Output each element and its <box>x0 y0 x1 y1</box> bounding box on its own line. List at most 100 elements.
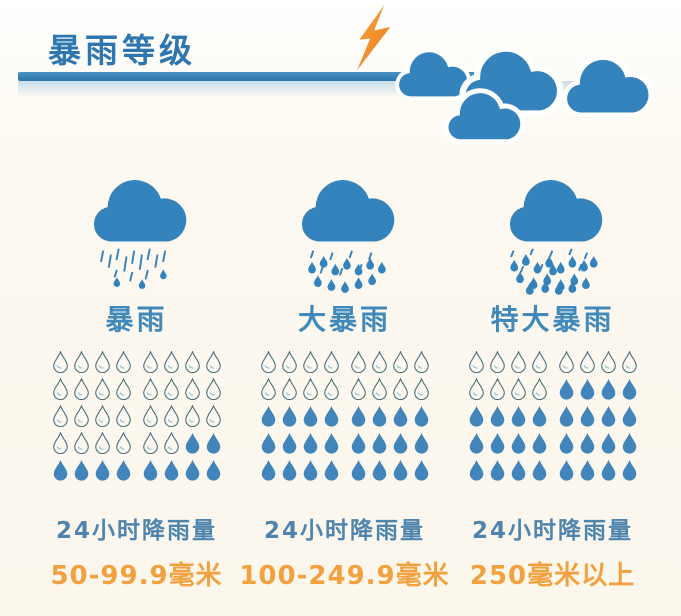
raindrop-icon-empty <box>531 351 548 373</box>
raindrop-icon-empty <box>52 405 69 427</box>
raindrop-icon-empty <box>281 378 298 400</box>
raindrop-icon-filled <box>392 432 409 454</box>
raindrop-icon-empty <box>468 378 485 400</box>
raindrop-icon-empty <box>52 432 69 454</box>
raindrop-icon-empty <box>142 351 159 373</box>
raindrop-icon-empty <box>302 378 319 400</box>
raindrop-icon-empty <box>413 378 430 400</box>
raindrop-icon-filled <box>115 459 132 481</box>
raindrop-icon-filled <box>350 432 367 454</box>
raindrop-icon-empty <box>392 351 409 373</box>
raindrop-icon-filled <box>350 405 367 427</box>
raindrop-icon-filled <box>260 459 277 481</box>
raindrop-icon-empty <box>184 378 201 400</box>
raindrop-icon-empty <box>323 378 340 400</box>
raindrop-icon-empty <box>184 351 201 373</box>
raindrop-icon-empty <box>260 351 277 373</box>
storm-cloud-rain-icon <box>301 180 394 293</box>
raindrop-icon-empty <box>510 378 527 400</box>
raindrop-icon-filled <box>413 459 430 481</box>
raindrop-icon-filled <box>558 405 575 427</box>
raindrop-icon-filled <box>621 432 638 454</box>
raindrop-icon-empty <box>260 378 277 400</box>
raindrop-icon-empty <box>163 378 180 400</box>
raindrop-icon-empty <box>142 405 159 427</box>
raindrop-icon-filled <box>579 405 596 427</box>
raindrop-icon-empty <box>115 351 132 373</box>
raindrop-icon-filled <box>205 432 222 454</box>
raindrop-icon-empty <box>184 405 201 427</box>
raindrop-icon-filled <box>413 432 430 454</box>
rainfall-value: 250毫米以上 <box>469 561 636 591</box>
raindrop-row <box>52 378 222 400</box>
raindrop-icon-filled <box>281 405 298 427</box>
level-label: 特大暴雨 <box>490 303 615 336</box>
raindrop-row <box>468 405 638 427</box>
raindrop-icon-filled <box>531 432 548 454</box>
raindrop-icon-filled <box>302 405 319 427</box>
raindrop-icon-filled <box>531 405 548 427</box>
raindrop-icon-filled <box>531 459 548 481</box>
rainfall-value: 50-99.9毫米 <box>50 561 223 591</box>
raindrop-icon-filled <box>184 432 201 454</box>
raindrop-icon-filled <box>323 405 340 427</box>
raindrop-row <box>468 351 638 373</box>
raindrop-icon-filled <box>371 459 388 481</box>
raindrop-icon-empty <box>350 378 367 400</box>
raindrop-icon-filled <box>323 459 340 481</box>
raindrop-icon-empty <box>73 378 90 400</box>
raindrop-icon-filled <box>94 459 111 481</box>
raindrop-icon-empty <box>392 378 409 400</box>
raindrop-icon-filled <box>302 432 319 454</box>
raindrop-icon-empty <box>371 351 388 373</box>
levels-row: 暴雨 24小时降雨量 50-99.9毫米 大暴雨 24小时降雨量 100-249… <box>0 170 681 592</box>
raindrop-row <box>260 432 430 454</box>
raindrop-icon-empty <box>94 378 111 400</box>
raindrop-icon-empty <box>510 351 527 373</box>
raindrop-icon-filled <box>489 432 506 454</box>
raindrop-icon-filled <box>558 432 575 454</box>
raindrop-icon-filled <box>350 459 367 481</box>
header: 暴雨等级 <box>0 0 681 150</box>
raindrop-row <box>52 432 222 454</box>
raindrop-icon-empty <box>600 351 617 373</box>
raindrop-icon-empty <box>350 351 367 373</box>
level-label: 大暴雨 <box>297 303 391 336</box>
raindrop-icon-filled <box>371 432 388 454</box>
raindrop-icon-filled <box>163 459 180 481</box>
raindrop-icon-empty <box>281 351 298 373</box>
cloud-icon <box>397 50 469 98</box>
raindrop-icon-filled <box>52 459 69 481</box>
raindrop-icon-empty <box>205 351 222 373</box>
raindrop-icon-filled <box>558 459 575 481</box>
raindrop-icon-empty <box>489 351 506 373</box>
rainfall-caption: 24小时降雨量 <box>263 518 425 544</box>
cloud-icon <box>565 58 651 115</box>
raindrop-row <box>260 378 430 400</box>
storm-cloud-rain-icon <box>509 180 602 295</box>
raindrop-row <box>52 351 222 373</box>
page-title: 暴雨等级 <box>48 31 196 70</box>
raindrop-icon-filled <box>371 405 388 427</box>
raindrop-icon-empty <box>413 351 430 373</box>
raindrop-icon-filled <box>558 378 575 400</box>
raindrop-icon-filled <box>510 432 527 454</box>
header-clouds-decoration <box>378 38 678 150</box>
raindrop-icon-filled <box>600 405 617 427</box>
raindrop-icon-filled <box>281 432 298 454</box>
raindrop-icon-empty <box>73 432 90 454</box>
raindrop-icon-empty <box>531 378 548 400</box>
rainfall-caption: 24小时降雨量 <box>471 518 633 544</box>
raindrop-icon-empty <box>163 405 180 427</box>
raindrop-row <box>260 459 430 481</box>
raindrop-icon-empty <box>489 378 506 400</box>
raindrop-icon-filled <box>142 459 159 481</box>
raindrop-icon-filled <box>392 459 409 481</box>
raindrop-row <box>468 432 638 454</box>
level-label: 暴雨 <box>105 303 168 336</box>
raindrop-icon-filled <box>510 459 527 481</box>
raindrop-icon-filled <box>600 378 617 400</box>
raindrop-icon-empty <box>558 351 575 373</box>
raindrop-icon-empty <box>205 405 222 427</box>
raindrop-icon-filled <box>392 405 409 427</box>
